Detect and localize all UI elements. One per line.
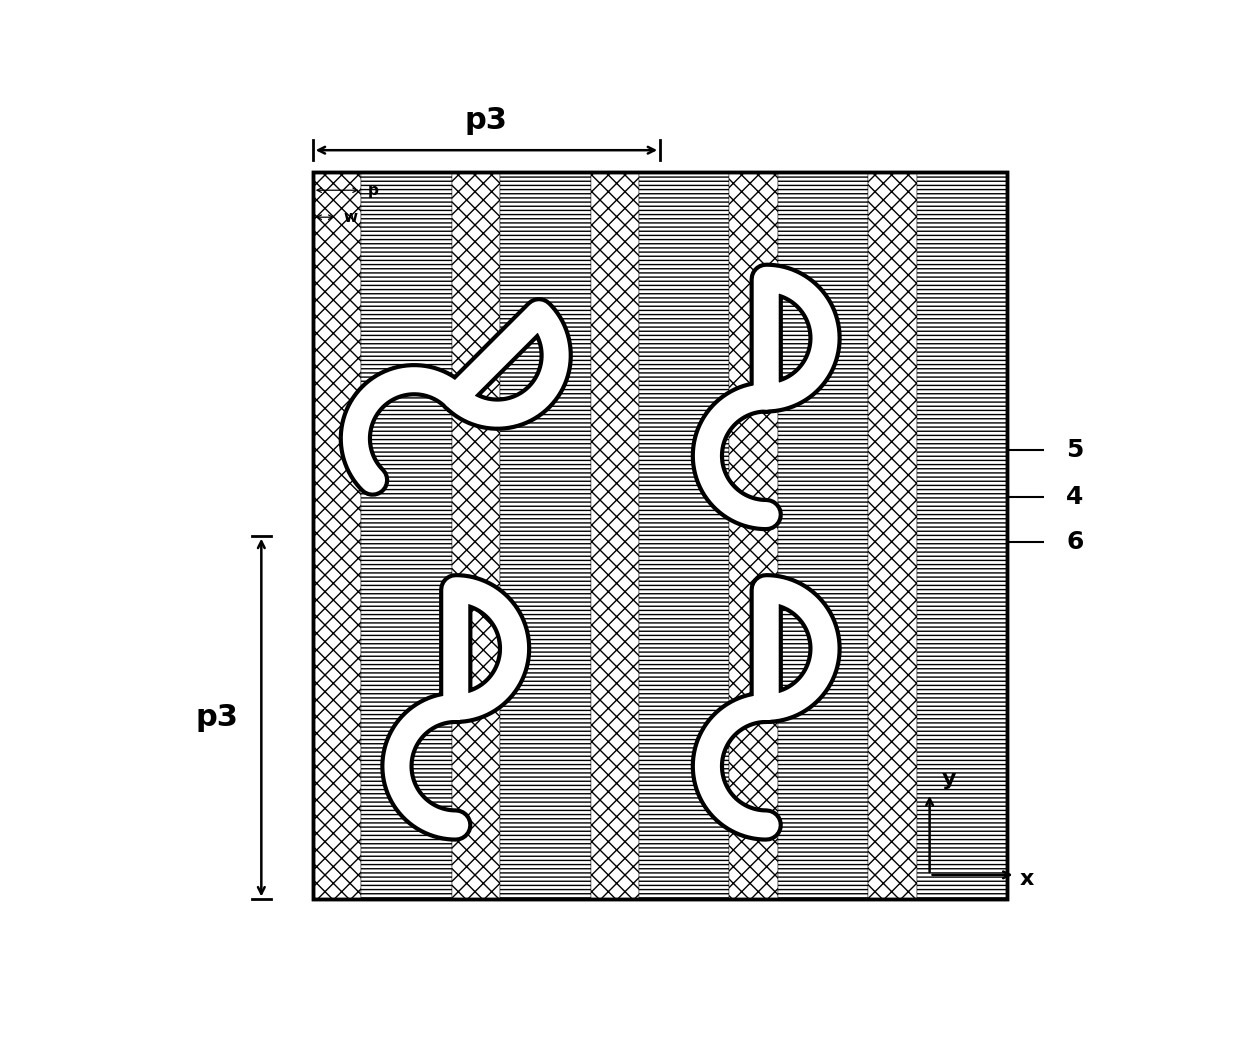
Text: 6: 6 [1066,530,1084,554]
Bar [312,172,361,900]
Bar [868,172,916,900]
Bar [729,172,777,900]
Bar [777,172,868,900]
Bar [312,172,1007,900]
Text: x: x [1019,869,1034,889]
Bar [639,172,729,900]
Text: w: w [343,210,358,225]
Bar [916,172,1007,900]
Bar [312,172,1007,900]
Bar [312,172,1007,900]
Bar [590,172,639,900]
Bar [361,172,451,900]
Bar [500,172,590,900]
Bar [451,172,500,900]
Text: p3: p3 [196,703,238,732]
Text: p: p [368,182,378,197]
Text: 4: 4 [1066,485,1084,508]
Text: 5: 5 [1066,438,1084,462]
Text: p3: p3 [465,106,508,136]
Text: y: y [942,769,956,789]
